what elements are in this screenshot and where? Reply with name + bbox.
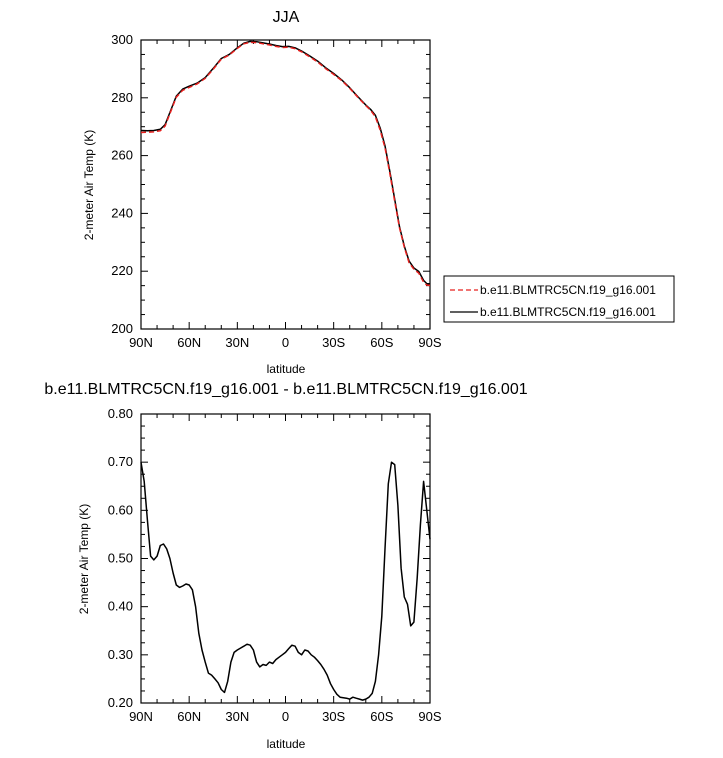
x-tick-label: 30N: [225, 709, 249, 724]
y-tick-label: 0.30: [108, 647, 133, 662]
y-tick-label: 0.20: [108, 695, 133, 710]
x-axis-label: latitude: [267, 362, 306, 376]
x-tick-label: 60N: [177, 709, 201, 724]
y-tick-label: 200: [111, 321, 133, 336]
x-tick-label: 30N: [225, 335, 249, 350]
series-line-1: [140, 461, 431, 701]
x-tick-label: 90S: [418, 335, 441, 350]
chart-title-difference: b.e11.BLMTRC5CN.f19_g16.001 - b.e11.BLMT…: [44, 381, 527, 398]
x-tick-label: 90S: [418, 709, 441, 724]
y-tick-label: 0.50: [108, 551, 133, 566]
legend-entry-2: b.e11.BLMTRC5CN.f19_g16.001: [480, 305, 656, 319]
series-line-1: [140, 41, 431, 287]
legend: b.e11.BLMTRC5CN.f19_g16.001 b.e11.BLMTRC…: [443, 275, 675, 323]
x-tick-label: 60S: [370, 335, 393, 350]
plot-frame: [140, 39, 431, 330]
y-tick-label: 0.80: [108, 406, 133, 421]
y-tick-label: 240: [111, 205, 133, 220]
y-tick-label: 0.70: [108, 454, 133, 469]
difference-chart: b.e11.BLMTRC5CN.f19_g16.001 - b.e11.BLMT…: [44, 381, 527, 751]
series-line-2: [140, 40, 431, 285]
x-tick-label: 60N: [177, 335, 201, 350]
x-tick-label: 90N: [129, 709, 153, 724]
temperature-chart: JJA 90N 60N 30N 0 30S 60S 90S 200 220 240 260 280 30…: [82, 9, 442, 376]
x-tick-label: 0: [282, 709, 289, 724]
y-axis-label: 2-meter Air Temp (K): [77, 504, 91, 614]
y-axis-label: 2-meter Air Temp (K): [82, 130, 96, 240]
y-tick-label: 0.40: [108, 599, 133, 614]
chart-title: JJA: [273, 9, 300, 26]
legend-entry-1: b.e11.BLMTRC5CN.f19_g16.001: [480, 283, 656, 297]
y-tick-label: 280: [111, 90, 133, 105]
x-tick-label: 60S: [370, 709, 393, 724]
y-tick-label: 260: [111, 148, 133, 163]
plot-frame: [140, 413, 431, 704]
y-tick-label: 220: [111, 263, 133, 278]
x-tick-label: 90N: [129, 335, 153, 350]
y-tick-label: 0.60: [108, 502, 133, 517]
x-tick-label: 0: [282, 335, 289, 350]
y-tick-label: 300: [111, 32, 133, 47]
x-tick-label: 30S: [322, 709, 345, 724]
legend-frame: [443, 275, 675, 323]
x-tick-label: 30S: [322, 335, 345, 350]
x-axis-label: latitude: [267, 737, 306, 751]
